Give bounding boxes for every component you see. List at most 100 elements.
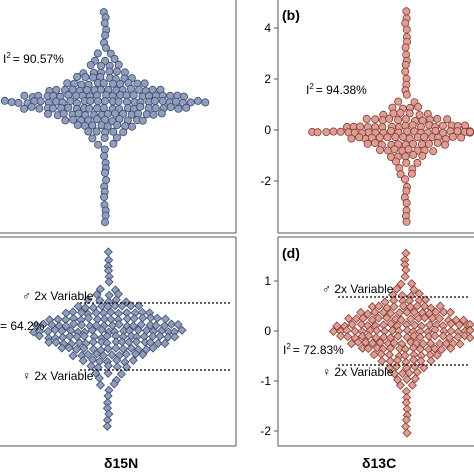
panel-a-point-101 (150, 97, 159, 106)
panel-c-point-99 (72, 332, 82, 342)
panel-a-point-170 (109, 127, 118, 136)
panel-b-point-0 (402, 7, 411, 16)
panel-c-point-111 (163, 332, 173, 342)
panel-b-point-40 (356, 122, 365, 131)
panel-c-point-6 (95, 284, 105, 294)
panel-d-ytick-label-3: -2 (260, 424, 271, 438)
panel-a-point-118 (85, 104, 94, 113)
panel-d-point-116 (465, 333, 474, 343)
panel-a-point-129 (166, 103, 175, 112)
panel-a-point-164 (113, 121, 122, 130)
panel-b-point-108 (440, 140, 449, 149)
panel-c-point-5 (104, 277, 114, 287)
panel-a-point-131 (182, 103, 191, 112)
panel-a-point-72 (129, 91, 138, 100)
panel-b-point-106 (424, 139, 433, 148)
panel-d-point-114 (453, 332, 463, 342)
panel-d-point-8 (409, 285, 419, 295)
panel-b-point-10 (401, 67, 410, 76)
panel-d-point-99 (343, 332, 353, 342)
panel-a-point-23 (81, 73, 90, 82)
panel-d-point-150 (400, 350, 410, 361)
panel-d-point-108 (409, 331, 419, 341)
panel-d-point-120 (367, 338, 378, 348)
panel-d-point-46 (373, 313, 384, 323)
panel-a-point-127 (151, 104, 160, 113)
panel-c-point-131 (64, 343, 74, 353)
panel-b-point-121 (418, 151, 427, 160)
panel-d-point-39 (431, 307, 441, 317)
panel-d-point-30 (363, 309, 373, 319)
panel-c-point-129 (160, 338, 170, 349)
panel-d-point-4 (400, 272, 410, 282)
panel-d-point-102 (364, 331, 374, 341)
panel-c-point-142 (148, 343, 158, 353)
panel-d-point-60 (347, 319, 357, 330)
panel-d-point-93 (446, 326, 456, 336)
panel-d-point-168 (397, 368, 408, 378)
panel-a-point-130 (174, 104, 183, 113)
panel-d-point-109 (415, 332, 425, 342)
panel-d-point-182 (401, 422, 411, 432)
panel-d-point-143 (430, 344, 440, 354)
panel-d-point-123 (389, 338, 399, 348)
panel-b-point-96 (448, 132, 457, 141)
panel-a-point-152 (92, 115, 101, 124)
panel-b-point-133 (402, 198, 411, 207)
panel-d-point-22 (389, 302, 399, 312)
panel-d-point-36 (409, 307, 419, 317)
panel-c-point-66 (128, 321, 138, 331)
panel-b-point-56 (313, 128, 322, 137)
panel-a-point-149 (69, 115, 78, 124)
panel-c-point-145 (83, 349, 93, 360)
panel-c-point-24 (134, 301, 144, 311)
panel-c-point-94 (34, 331, 44, 341)
panel-d-point-32 (378, 307, 388, 317)
panel-d-point-144 (436, 345, 447, 355)
panel-d-label: (d) (282, 245, 300, 261)
panel-b-point-31 (394, 116, 403, 125)
panel-a-point-77 (166, 91, 175, 100)
panel-c-point-59 (76, 320, 87, 330)
panel-a-point-111 (35, 104, 44, 113)
panel-d-point-52 (420, 313, 430, 323)
panel-c-point-150 (121, 349, 131, 359)
panel-a-point-94 (101, 97, 110, 106)
panel-c-point-51 (152, 313, 162, 323)
panel-c-point-114 (51, 337, 61, 347)
panel-d-male-label: ♂ 2x Variable (322, 282, 394, 296)
panel-b-point-88 (391, 132, 400, 141)
panel-d-point-104 (379, 332, 389, 342)
panel-b-point-36 (433, 114, 442, 123)
panel-d-point-31 (370, 307, 380, 317)
panel-a-point-178 (100, 151, 109, 160)
panel-d-point-101 (357, 331, 367, 341)
panel-a-point-20 (112, 67, 121, 76)
panel-a-point-57 (20, 91, 29, 100)
panel-d-point-172 (402, 374, 412, 384)
panel-c-point-54 (38, 319, 48, 329)
panel-c-point-58 (69, 319, 79, 329)
panel-d-point-5 (396, 279, 406, 289)
panel-d-point-47 (382, 313, 392, 323)
panel-b-point-20 (414, 102, 423, 111)
panel-a-point-168 (92, 127, 101, 136)
panel-c-point-100 (79, 331, 89, 341)
panel-a-point-172 (88, 134, 97, 143)
panel-c-point-11 (83, 295, 93, 305)
panel-c-point-159 (128, 355, 138, 365)
panel-b-point-27 (362, 114, 371, 123)
panel-c-point-136 (103, 344, 113, 354)
panel-d-point-48 (391, 314, 401, 324)
panel-c-point-21 (110, 301, 120, 311)
panel-c-point-113 (44, 337, 54, 347)
panel-c-point-130 (57, 343, 67, 353)
panel-d-ytick-label-1: 0 (264, 324, 271, 338)
panel-b-ytick-label-3: -2 (260, 174, 271, 188)
panel-a-point-7 (93, 49, 102, 58)
panel-a-point-119 (93, 104, 102, 113)
panel-a-point-22 (73, 72, 82, 81)
panel-c-point-22 (117, 301, 127, 311)
panel-b-point-92 (420, 132, 429, 141)
panel-b-point-24 (405, 109, 414, 118)
